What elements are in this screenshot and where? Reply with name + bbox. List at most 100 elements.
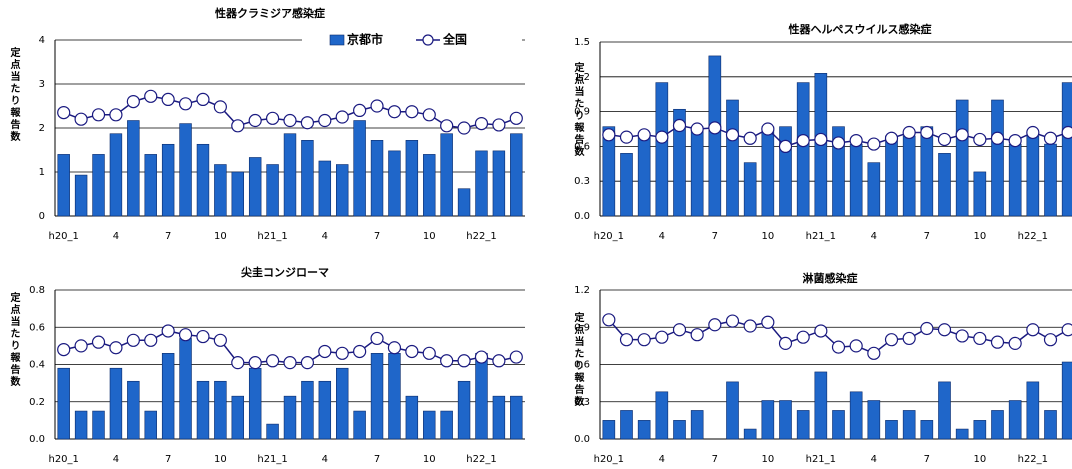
x-tick-label: 4	[322, 454, 328, 465]
line-marker	[884, 333, 899, 347]
line-marker	[492, 118, 506, 132]
bar	[196, 380, 210, 440]
bar	[743, 428, 757, 440]
line-marker	[440, 354, 454, 368]
line-marker	[831, 136, 846, 150]
y-tick-label: 0.6	[29, 322, 45, 333]
line-marker	[672, 323, 687, 337]
chart-title: 性器クラミジア感染症	[215, 6, 325, 20]
x-tick-label: 10	[423, 231, 436, 242]
line-marker	[57, 343, 71, 357]
line-marker	[655, 130, 669, 144]
bar	[336, 164, 349, 217]
bar	[127, 380, 140, 440]
line-marker	[161, 324, 175, 338]
x-tick-label: h20_1	[48, 231, 78, 242]
line-marker	[884, 131, 899, 145]
bar	[510, 133, 523, 217]
line-marker	[161, 92, 175, 107]
bar	[1061, 361, 1072, 440]
bar	[602, 126, 616, 217]
x-tick-label: 10	[761, 454, 774, 465]
x-tick-label: 10	[214, 231, 227, 242]
bar	[991, 99, 1004, 217]
line-marker	[937, 132, 952, 147]
line-marker	[109, 108, 123, 122]
line-marker	[1008, 134, 1022, 148]
x-tick-label: 4	[871, 454, 877, 465]
y-tick-label: 0.2	[29, 397, 45, 408]
legend-label: 京都市	[347, 32, 383, 47]
y-tick-label: 0.4	[29, 360, 45, 371]
chart-title: 性器ヘルペスウイルス感染症	[789, 22, 932, 36]
bar	[920, 420, 934, 440]
line-marker	[761, 315, 775, 329]
line-marker	[335, 110, 349, 124]
line-marker	[831, 340, 846, 354]
line-marker	[955, 329, 969, 343]
line-marker	[1043, 333, 1058, 347]
bar	[902, 410, 916, 440]
legend-label: 全国	[442, 32, 467, 47]
line-marker	[602, 313, 616, 327]
line-marker	[457, 354, 471, 368]
x-tick-label: 4	[113, 454, 119, 465]
bar	[885, 420, 898, 440]
line-marker	[1043, 131, 1058, 145]
x-tick-label: h20_1	[594, 454, 624, 465]
y-axis-label: 定点当たり報告数	[572, 61, 584, 158]
line-marker	[796, 134, 810, 148]
x-tick-label: 4	[659, 231, 665, 242]
bar	[127, 120, 140, 217]
bar	[690, 126, 704, 217]
x-tick-label: h22_1	[1018, 231, 1048, 242]
line-marker	[743, 319, 757, 333]
legend-swatch	[329, 34, 345, 46]
bar	[973, 171, 987, 217]
y-tick-label: 0	[39, 211, 45, 222]
line-marker	[867, 346, 881, 360]
bar	[849, 143, 863, 217]
line-marker	[144, 89, 158, 103]
bar	[92, 410, 105, 440]
line-marker	[370, 331, 384, 346]
line-marker	[778, 336, 793, 350]
line-marker	[196, 329, 210, 344]
line-marker	[231, 356, 245, 370]
legend: 京都市 全国	[302, 31, 522, 49]
bar	[761, 126, 775, 217]
bar	[938, 381, 951, 440]
line-marker	[405, 105, 419, 119]
bar	[1044, 143, 1057, 217]
y-axis-label: 定点当たり報告数	[8, 46, 20, 143]
line-marker	[973, 331, 987, 346]
line-marker	[867, 137, 881, 151]
bar	[673, 108, 686, 217]
x-tick-label: 4	[113, 231, 119, 242]
bar	[336, 367, 349, 440]
bar	[423, 154, 436, 217]
line-marker	[955, 128, 969, 142]
x-tick-label: 10	[214, 454, 227, 465]
line-marker	[457, 121, 471, 135]
y-tick-label: 0.3	[574, 397, 590, 408]
line-marker	[796, 330, 810, 344]
bar	[318, 160, 332, 217]
bar	[1044, 410, 1057, 440]
line-marker	[387, 105, 402, 119]
bar	[902, 135, 916, 217]
bar	[690, 410, 704, 440]
line-marker	[440, 119, 454, 133]
bar	[637, 135, 651, 217]
y-tick-label: 0.0	[574, 211, 590, 222]
line-marker	[509, 111, 523, 125]
x-tick-label: 7	[165, 454, 171, 465]
legend-swatch	[422, 34, 434, 46]
x-tick-label: h21_1	[806, 231, 836, 242]
bar	[214, 380, 227, 440]
line-marker	[422, 346, 436, 360]
line-marker	[637, 128, 651, 142]
line-marker	[937, 323, 952, 337]
line-marker	[619, 333, 634, 347]
